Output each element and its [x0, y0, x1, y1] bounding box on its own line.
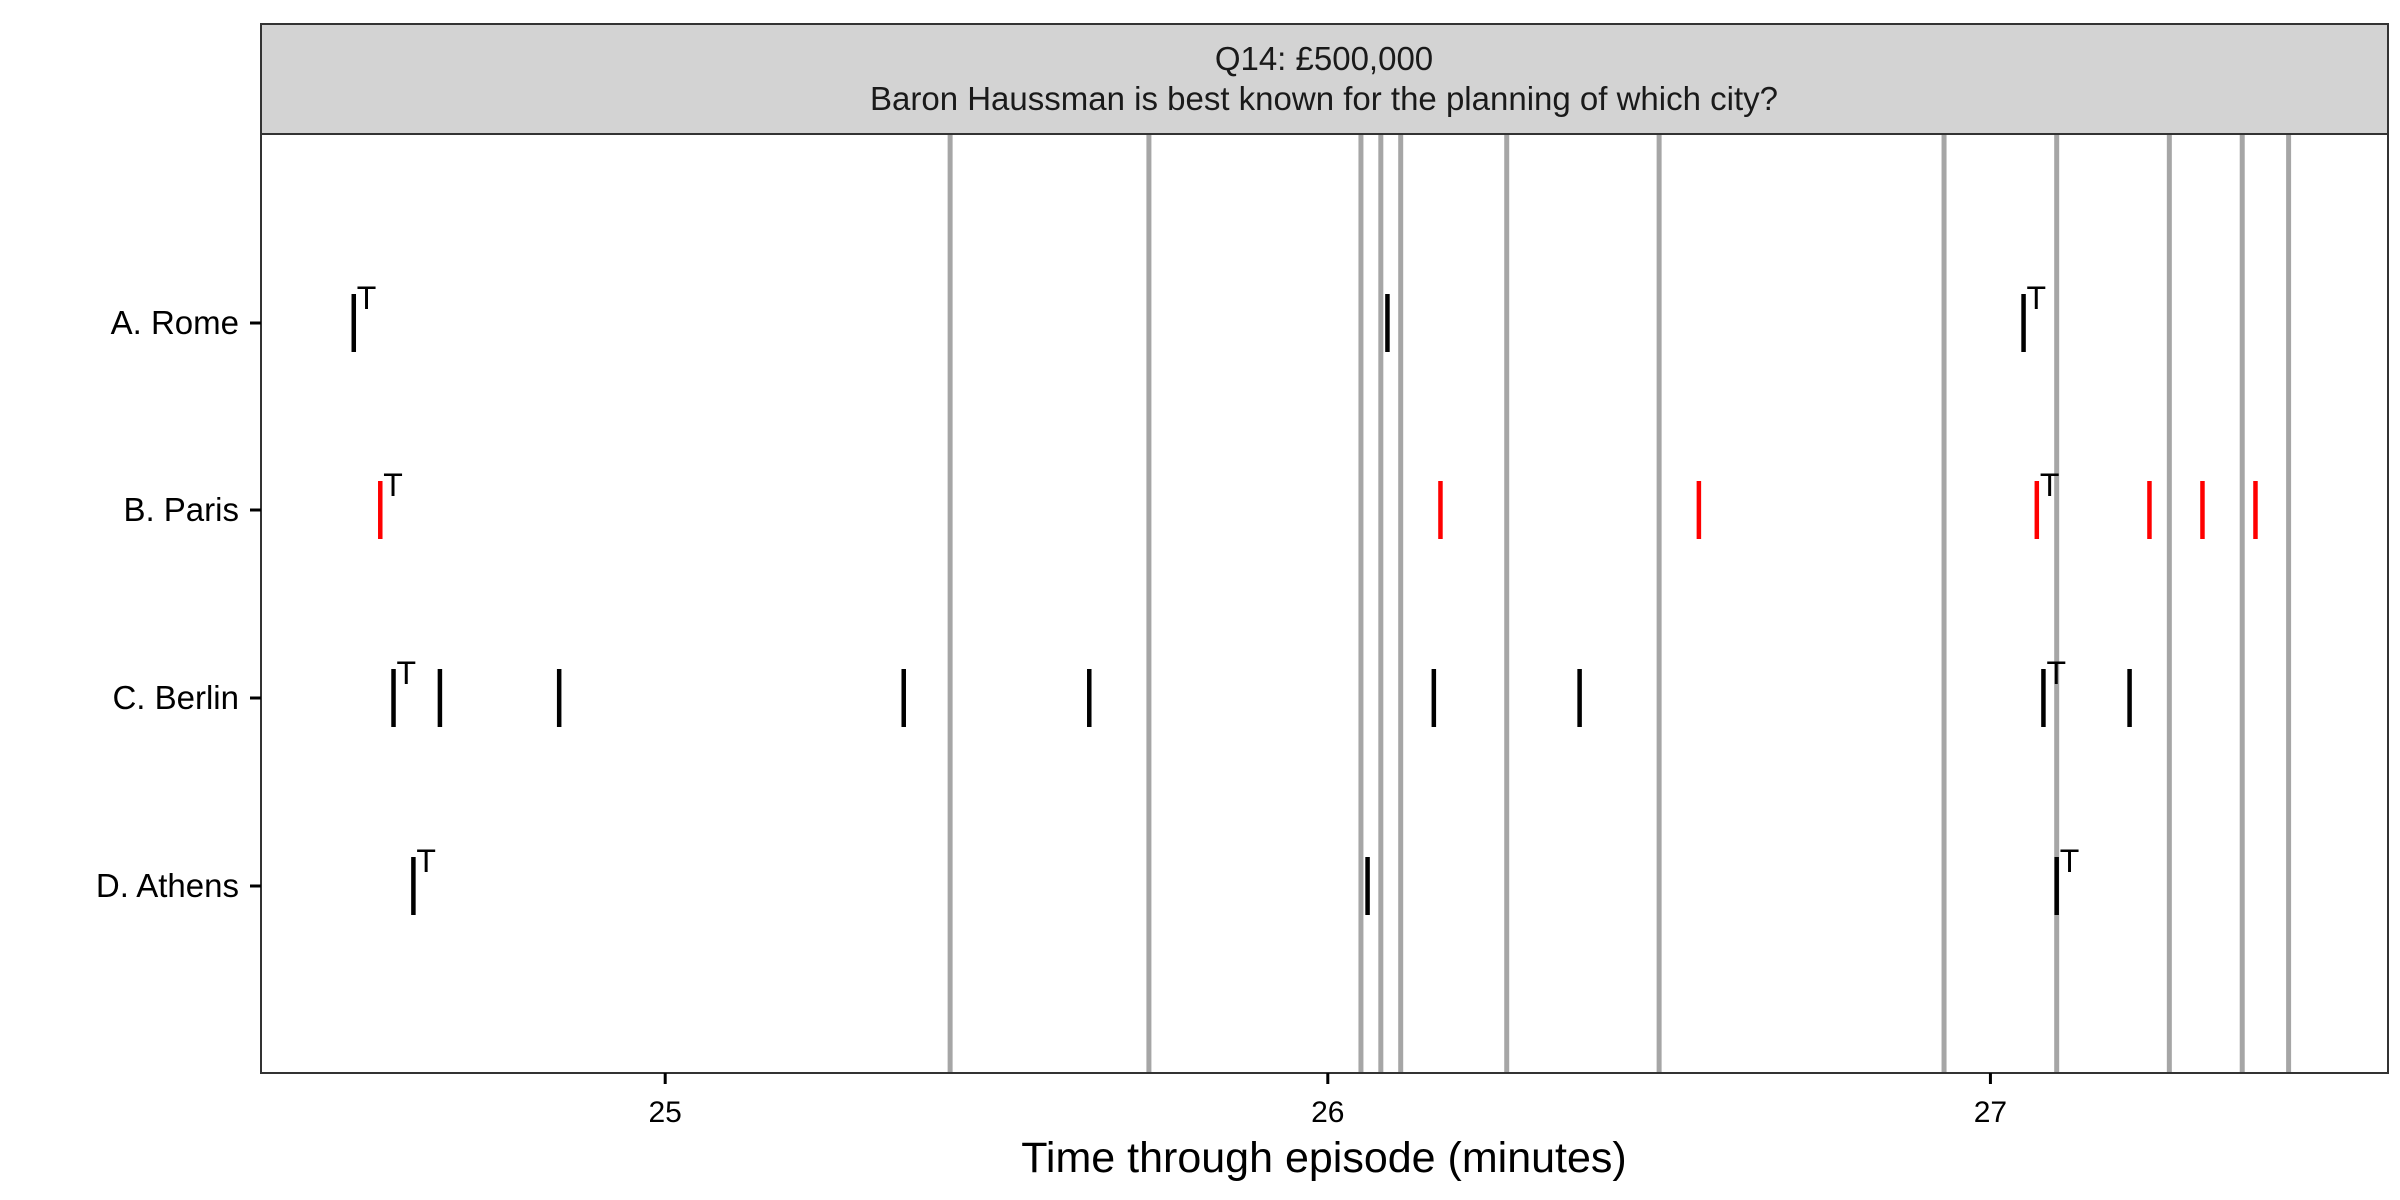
vertical-lines-layer	[947, 134, 2292, 1073]
event-markers-layer: T T T T T T T T	[351, 280, 2258, 915]
tap-label-a-rome-1: T	[2027, 280, 2047, 316]
y-axis: A. Rome B. Paris C. Berlin D. Athens	[96, 304, 261, 904]
tap-label-d-athens-1: T	[2060, 843, 2080, 879]
facet-strip	[260, 23, 2389, 135]
y-tick-label-b-paris: B. Paris	[123, 491, 239, 528]
x-tick-label-26: 26	[1311, 1096, 1344, 1129]
tap-label-c-berlin-1: T	[2046, 655, 2066, 691]
y-tick-label-c-berlin: C. Berlin	[112, 679, 239, 716]
x-axis: 25 26 27	[649, 1073, 2007, 1129]
tap-label-b-paris-1: T	[2040, 467, 2060, 503]
tap-label-a-rome-0: T	[357, 280, 377, 316]
chart-subtitle: Baron Haussman is best known for the pla…	[870, 80, 1778, 117]
x-axis-title: Time through episode (minutes)	[1021, 1134, 1626, 1182]
x-tick-label-25: 25	[649, 1096, 682, 1129]
tap-label-d-athens-0: T	[416, 843, 436, 879]
plot-panel	[261, 134, 2388, 1073]
tap-label-b-paris-0: T	[383, 467, 403, 503]
tap-label-c-berlin-0: T	[397, 655, 417, 691]
plot-panel-border	[260, 133, 2389, 1074]
x-tick-label-27: 27	[1974, 1096, 2007, 1129]
chart-title: Q14: £500,000	[1215, 40, 1433, 77]
y-tick-label-d-athens: D. Athens	[96, 867, 239, 904]
y-tick-label-a-rome: A. Rome	[111, 304, 239, 341]
